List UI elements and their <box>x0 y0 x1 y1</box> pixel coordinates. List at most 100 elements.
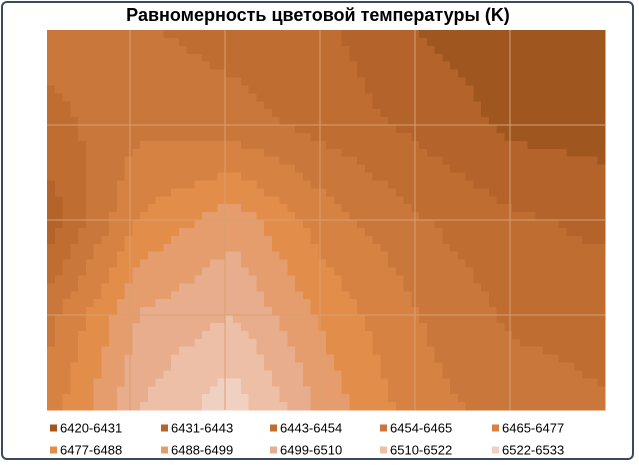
contour-cell <box>271 283 281 292</box>
contour-cell <box>194 164 203 174</box>
contour-cell <box>271 275 281 284</box>
contour-cell <box>202 322 211 332</box>
contour-cell <box>47 386 56 395</box>
contour-cell <box>357 402 366 411</box>
contour-cell <box>457 322 467 332</box>
contour-cell <box>395 125 405 134</box>
contour-cell <box>442 243 451 253</box>
contour-cell <box>178 69 188 79</box>
contour-cell <box>504 69 513 79</box>
contour-cell <box>124 259 133 269</box>
contour-cell <box>47 354 56 364</box>
contour-cell <box>372 220 381 229</box>
contour-cell <box>450 180 459 189</box>
contour-cell <box>302 227 312 237</box>
contour-cell <box>574 307 583 316</box>
contour-cell <box>310 330 319 340</box>
contour-cell <box>302 77 312 87</box>
contour-cell <box>473 235 482 245</box>
contour-cell <box>225 259 234 269</box>
contour-cell <box>47 243 56 253</box>
contour-cell <box>349 275 358 284</box>
contour-cell <box>519 148 529 158</box>
contour-cell <box>566 93 575 102</box>
contour-cell <box>512 77 521 87</box>
contour-cell <box>132 117 141 126</box>
contour-cell <box>186 45 195 55</box>
contour-cell <box>395 204 405 213</box>
contour-cell <box>504 109 513 118</box>
legend-swatch <box>50 424 57 432</box>
contour-cell <box>302 370 312 379</box>
contour-cell <box>240 172 250 182</box>
contour-cell <box>419 307 428 316</box>
contour-cell <box>171 93 180 102</box>
contour-cell <box>326 109 335 118</box>
contour-cell <box>566 283 575 292</box>
contour-cell <box>70 394 79 403</box>
contour-cell <box>341 132 350 142</box>
contour-cell <box>256 180 265 189</box>
contour-cell <box>543 346 552 356</box>
contour-cell <box>597 77 606 87</box>
contour-cell <box>566 85 575 94</box>
contour-cell <box>434 140 443 150</box>
contour-cell <box>581 148 591 158</box>
contour-cell <box>504 386 513 395</box>
contour-cell <box>473 164 482 174</box>
contour-cell <box>481 125 490 134</box>
contour-cell <box>109 267 118 277</box>
contour-cell <box>155 37 164 47</box>
contour-cell <box>93 156 102 166</box>
contour-cell <box>124 125 133 134</box>
contour-cell <box>597 346 606 356</box>
contour-cell <box>186 315 195 324</box>
contour-cell <box>364 354 374 364</box>
contour-cell <box>519 267 529 277</box>
contour-cell <box>341 85 350 94</box>
contour-cell <box>178 77 188 87</box>
contour-cell <box>109 117 118 126</box>
contour-cell <box>364 235 374 245</box>
contour-cell <box>256 299 265 308</box>
contour-cell <box>85 291 95 300</box>
contour-cell <box>550 69 560 79</box>
contour-cell <box>512 259 521 269</box>
contour-cell <box>504 196 513 205</box>
contour-cell <box>132 93 141 102</box>
contour-cell <box>496 196 505 205</box>
contour-cell <box>186 378 195 387</box>
contour-cell <box>225 370 234 379</box>
contour-cell <box>426 61 436 71</box>
contour-cell <box>473 156 482 166</box>
contour-cell <box>372 322 381 332</box>
legend-swatch <box>270 424 277 432</box>
contour-cell <box>202 132 211 142</box>
contour-cell <box>543 53 552 63</box>
contour-cell <box>256 243 265 253</box>
contour-cell <box>364 338 374 348</box>
contour-cell <box>194 69 203 79</box>
contour-cell <box>512 53 521 63</box>
contour-cell <box>47 291 56 300</box>
contour-cell <box>62 283 71 292</box>
contour-cell <box>240 101 250 110</box>
contour-cell <box>248 132 257 142</box>
contour-cell <box>279 346 288 356</box>
contour-cell <box>333 212 343 221</box>
contour-cell <box>194 338 203 348</box>
contour-cell <box>109 69 118 79</box>
contour-cell <box>310 394 319 403</box>
contour-cell <box>209 140 219 150</box>
contour-cell <box>457 243 467 253</box>
contour-cell <box>388 37 397 47</box>
contour-cell <box>543 275 552 284</box>
contour-cell <box>581 330 591 340</box>
contour-cell <box>558 148 567 158</box>
contour-cell <box>93 220 102 229</box>
contour-cell <box>295 85 304 94</box>
contour-cell <box>372 196 381 205</box>
contour-cell <box>519 370 529 379</box>
contour-cell <box>333 93 343 102</box>
contour-cell <box>155 156 164 166</box>
